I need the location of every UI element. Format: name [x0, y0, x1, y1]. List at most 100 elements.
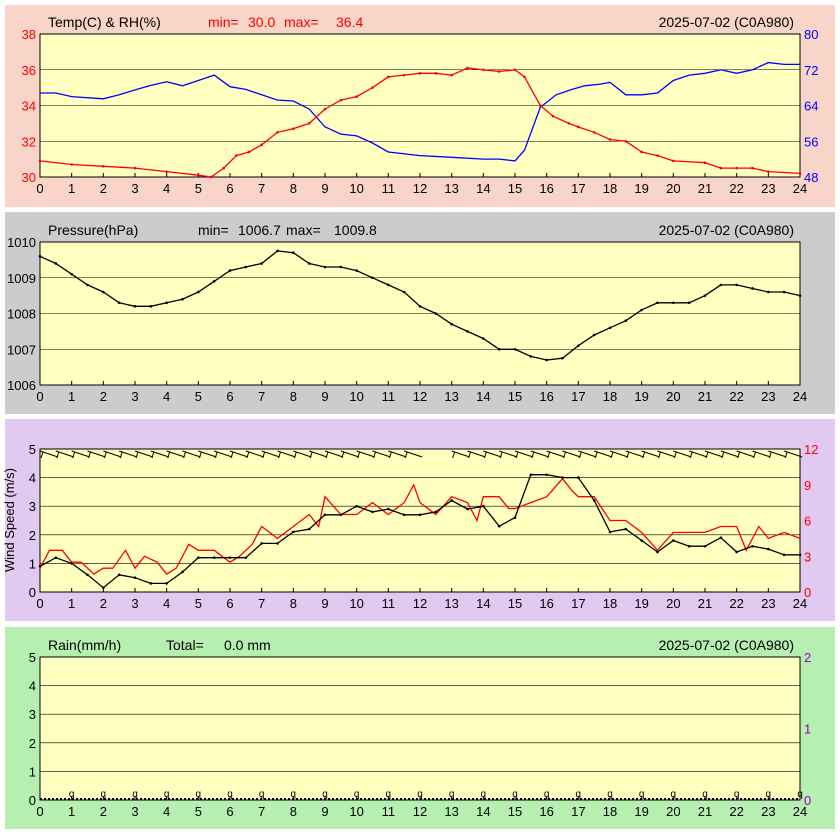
wind-point — [719, 536, 723, 539]
pressure-point — [466, 330, 469, 333]
wind-barb-flag — [40, 451, 44, 459]
wind-plot-area — [39, 448, 801, 593]
y-tick-label: 4 — [29, 471, 36, 486]
pressure-point — [117, 301, 121, 305]
rain-hour-marker: q — [639, 789, 645, 800]
x-tick-label: 22 — [729, 596, 743, 611]
x-tick-label: 16 — [539, 804, 553, 819]
rain-gridlines — [40, 685, 800, 772]
temp-point — [70, 163, 73, 166]
y-tick-label: 0 — [29, 793, 36, 808]
wind-point — [561, 476, 564, 479]
wind-barb-flag — [119, 451, 123, 459]
wind-barb-flag — [135, 451, 139, 459]
temp-point — [656, 154, 659, 157]
y-tick-label: 1009 — [7, 271, 36, 286]
wind-point — [181, 570, 184, 574]
rain-hour-marker: q — [766, 789, 772, 800]
wind-point — [149, 582, 153, 585]
rain-hour-marker: q — [164, 789, 170, 800]
wind-point — [244, 556, 248, 559]
y-tick-label: 2 — [29, 736, 36, 751]
x-tick-label: 20 — [666, 804, 680, 819]
temp-point — [466, 66, 469, 70]
x-tick-label: 3 — [131, 181, 138, 196]
wind-barb-flag — [309, 451, 313, 459]
x-tick-label: 1 — [68, 181, 75, 196]
wind-point — [513, 516, 517, 519]
x-tick-label: 9 — [321, 389, 328, 404]
wind-barb-flag — [737, 451, 741, 459]
pressure-point — [402, 290, 406, 294]
wind-point — [577, 476, 580, 479]
pressure-x-axis-ticks: 0 1 2 3 4 5 6 7 8 9 10 11 12 13 14 15 16 17 18 19 20 21 22 23 24 — [36, 381, 807, 404]
temp-point — [371, 86, 374, 89]
pressure-point — [307, 262, 311, 265]
pressure-point — [276, 249, 279, 253]
rain-hour-marker: q — [734, 789, 740, 800]
temp-point — [307, 122, 311, 125]
wind-barb-flag — [388, 451, 392, 459]
wind-point — [418, 513, 422, 517]
wind-point — [450, 499, 453, 502]
x-tick-label: 9 — [321, 596, 328, 611]
x-tick-label: 7 — [258, 181, 265, 196]
x-tick-label: 17 — [571, 596, 585, 611]
wind-barb-flag — [642, 451, 646, 459]
temp-point — [767, 170, 770, 173]
temp-point — [703, 161, 707, 164]
wind-point — [529, 473, 533, 477]
wind-point — [482, 504, 485, 508]
rain-hour-marker: q — [417, 789, 423, 800]
x-tick-label: 16 — [539, 389, 553, 404]
x-tick-label: 7 — [258, 596, 265, 611]
x-tick-label: 14 — [476, 596, 490, 611]
wind-barb-flag — [578, 451, 582, 459]
temp-min-label: min= — [208, 14, 239, 30]
temp-point — [592, 131, 596, 134]
wind-point — [102, 586, 105, 590]
wind-barb-flag — [103, 451, 107, 459]
pressure-point — [767, 290, 770, 294]
wind-barb-flag — [784, 451, 788, 459]
pressure-point — [355, 269, 358, 272]
x-tick-label: 8 — [290, 804, 297, 819]
pressure-point — [38, 254, 42, 258]
pressure-point — [418, 305, 422, 308]
x-tick-label: 10 — [349, 181, 363, 196]
wind-barb-flag — [88, 451, 91, 459]
temp-point — [209, 175, 213, 179]
x-tick-label: 8 — [290, 389, 297, 404]
x-tick-label: 1 — [68, 596, 75, 611]
temp-point — [38, 159, 42, 163]
x-tick-label: 19 — [634, 181, 648, 196]
wind-barb-flag — [167, 451, 171, 459]
wind-point — [656, 550, 659, 554]
y-tick-label: 3 — [29, 707, 36, 722]
x-tick-label: 14 — [476, 804, 490, 819]
wind-barb-flag — [626, 451, 630, 459]
wind-point — [276, 542, 279, 545]
y2-tick-label: 72 — [804, 63, 818, 78]
wind-point — [86, 573, 89, 577]
y-tick-label: 1 — [29, 764, 36, 779]
x-tick-label: 6 — [226, 181, 233, 196]
rain-hour-marker: q — [322, 789, 328, 800]
rain-total-label: Total= — [166, 637, 204, 653]
temp-point — [355, 95, 358, 98]
wind-barb-flag — [705, 451, 709, 459]
x-tick-label: 5 — [195, 804, 202, 819]
temp-point — [482, 68, 485, 72]
x-tick-label: 24 — [793, 804, 807, 819]
x-tick-label: 11 — [382, 596, 396, 611]
pressure-point — [672, 301, 675, 305]
wind-point — [292, 530, 295, 534]
temp-point — [247, 150, 251, 154]
rain-hour-marker: q — [449, 789, 455, 800]
wind-barb-flag — [214, 451, 218, 459]
pressure-point — [181, 297, 184, 301]
temp-point — [497, 70, 501, 73]
pressure-point — [624, 319, 628, 322]
x-tick-label: 13 — [444, 804, 458, 819]
temp-point — [197, 173, 200, 177]
